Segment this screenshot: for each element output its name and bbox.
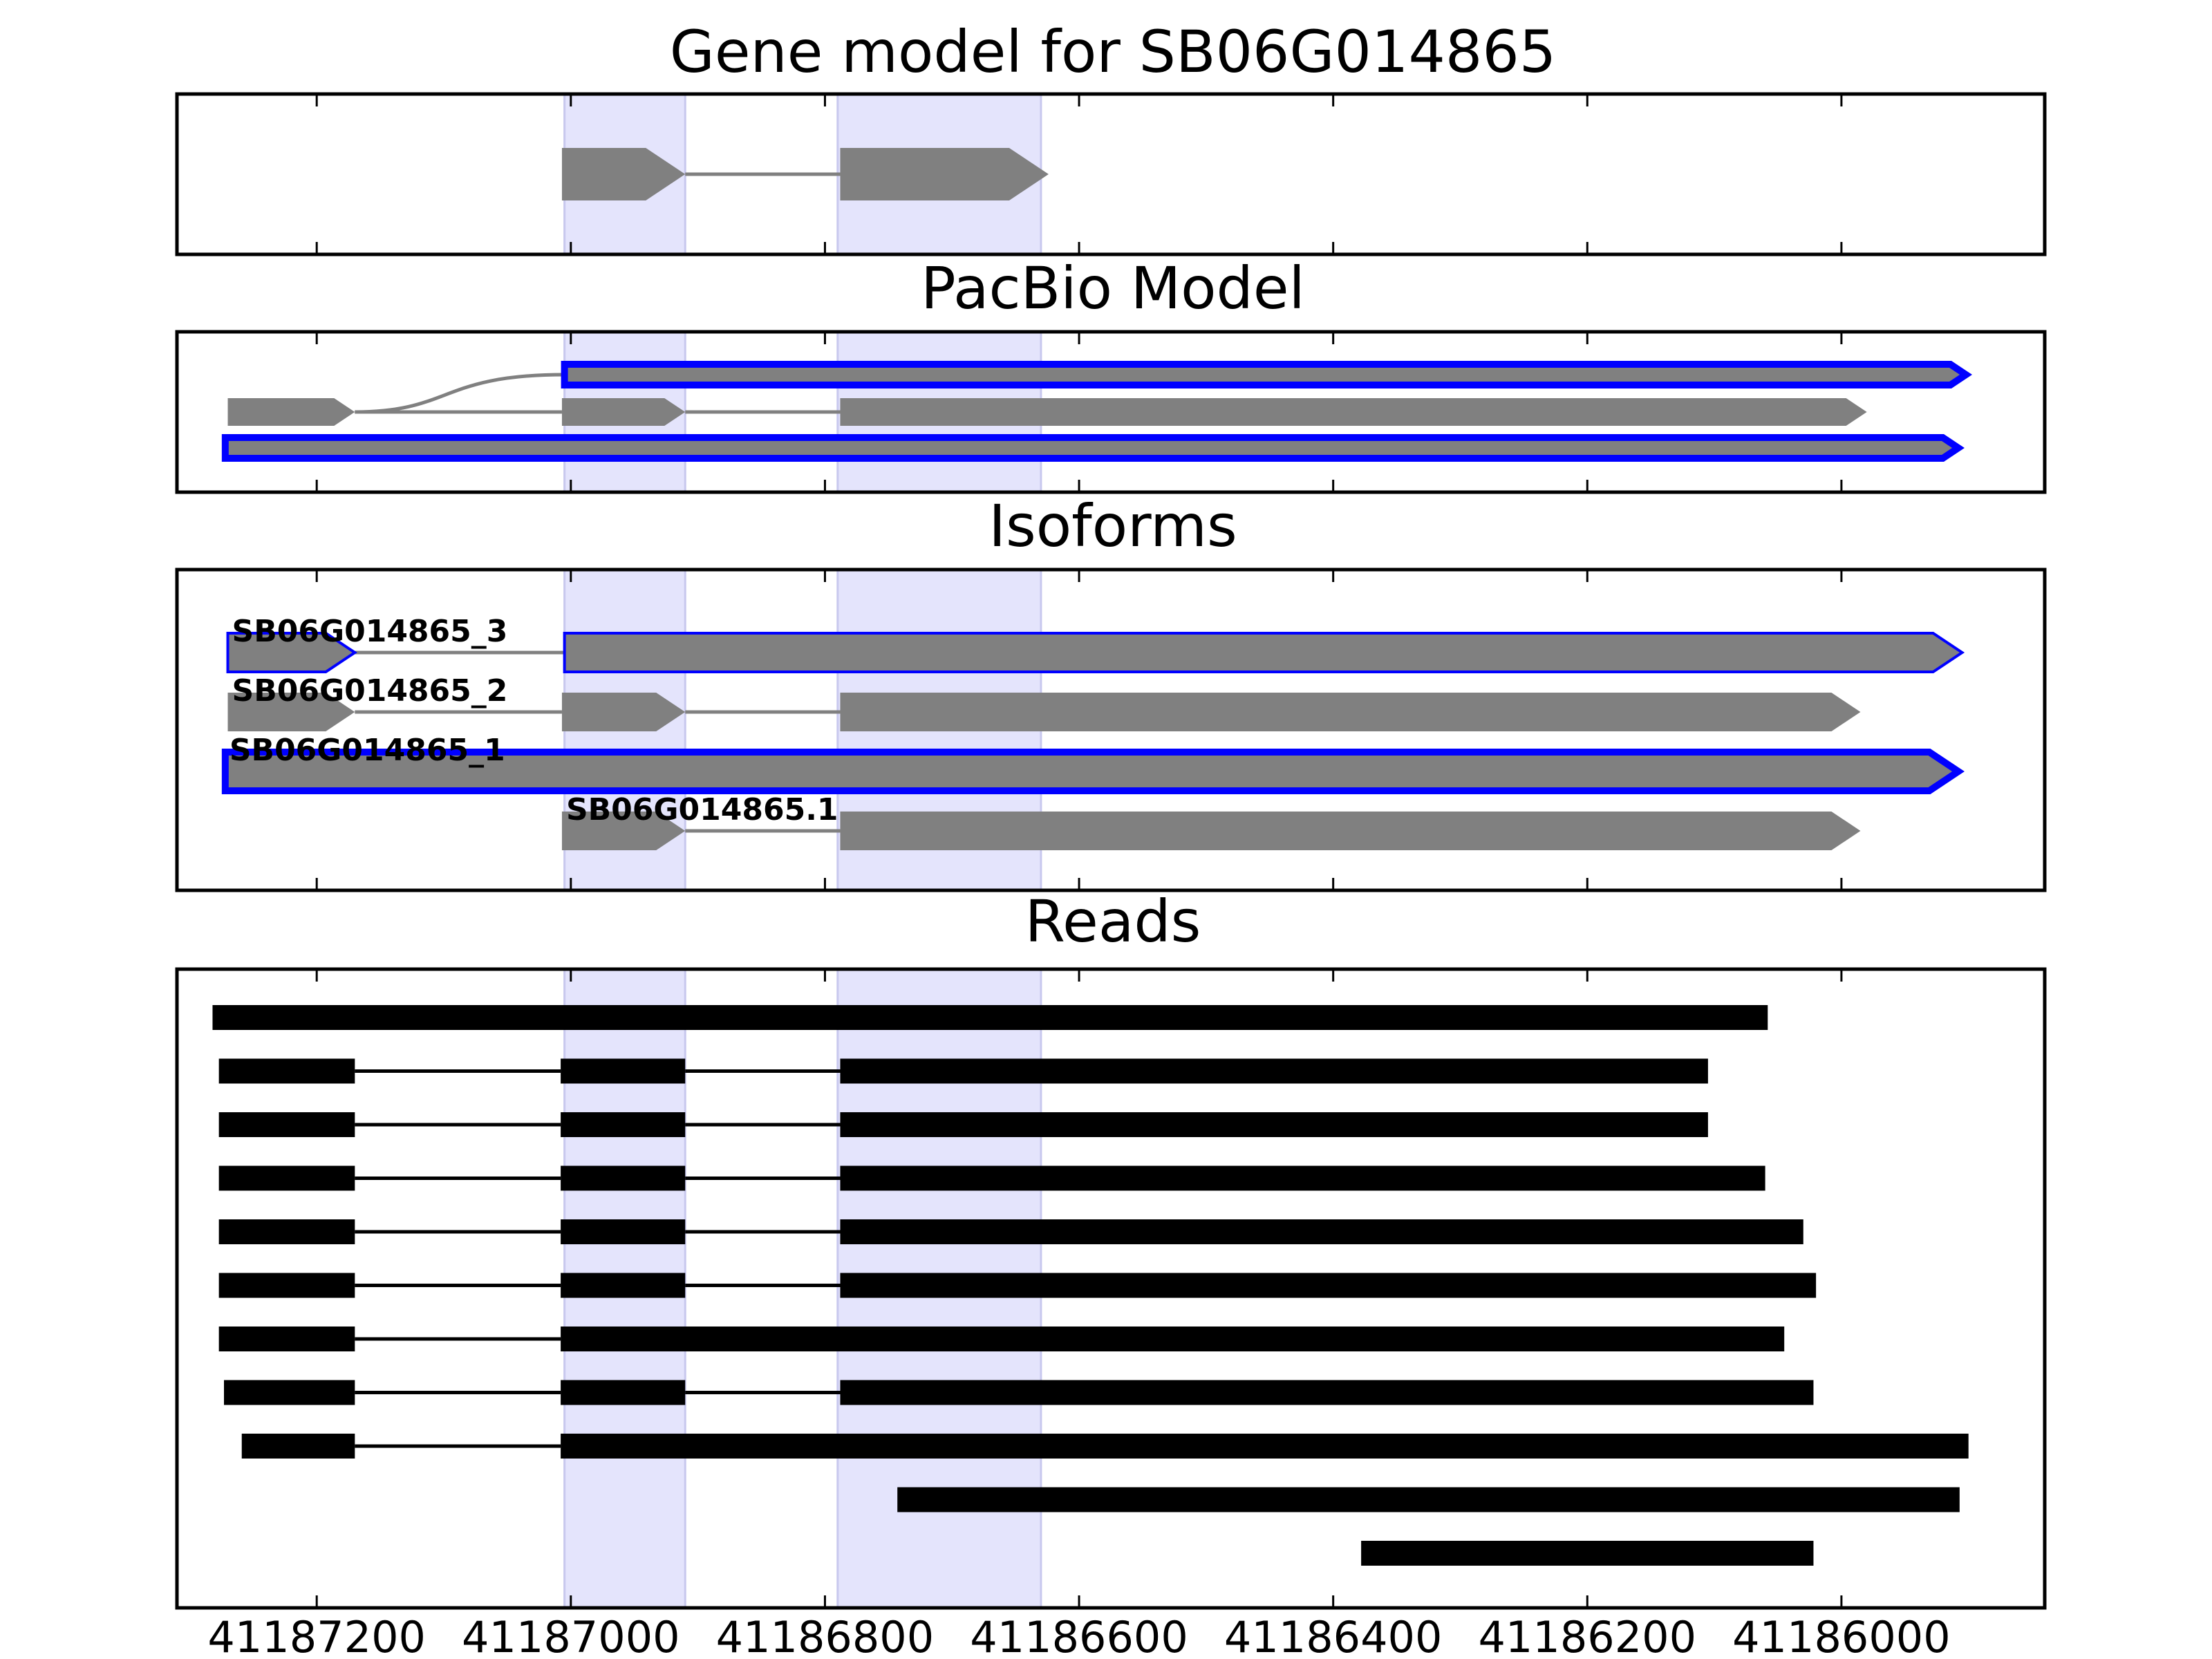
read-block: [218, 1165, 355, 1191]
panel-frame: [175, 92, 2047, 256]
isoform-label: SB06G014865_2: [232, 673, 508, 709]
exon-feature: [221, 749, 1965, 794]
read-block: [212, 1005, 1768, 1030]
isoform-label: SB06G014865.1: [566, 792, 838, 827]
exon-feature: [561, 361, 1973, 388]
read-block: [561, 1380, 686, 1405]
tick-label: 41186200: [1478, 1612, 1696, 1659]
gene-model-panel: [175, 92, 2047, 256]
isoforms-title: Isoforms: [988, 492, 1237, 560]
exon-feature: [227, 398, 355, 426]
read-block: [561, 1434, 1969, 1459]
isoform-label: SB06G014865_1: [229, 733, 505, 768]
read-block: [840, 1165, 1765, 1191]
pacbio-panel: [175, 330, 2047, 494]
read-block: [840, 1219, 1803, 1244]
read-block: [840, 1273, 1817, 1298]
exon-feature: [561, 398, 686, 426]
read-block: [241, 1434, 355, 1459]
splice-connector: [355, 373, 565, 414]
panel-frame: [175, 330, 2047, 494]
read-block: [561, 1058, 686, 1084]
read-block: [224, 1380, 355, 1405]
read-block: [840, 1380, 1814, 1405]
read-block: [218, 1219, 355, 1244]
read-block: [897, 1487, 1960, 1512]
tick-label: 41186800: [716, 1612, 935, 1659]
read-block: [561, 1219, 686, 1244]
x-axis-tick-labels: 41187200 41187000 41186800 41186600 41186400…: [207, 1612, 1950, 1659]
exon-feature: [226, 632, 357, 673]
tick-label: 41186400: [1224, 1612, 1443, 1659]
read-block: [561, 1273, 686, 1298]
panel-frame: [175, 967, 2047, 1610]
read-block: [1361, 1541, 1814, 1566]
read-block: [218, 1112, 355, 1137]
exon-feature: [563, 632, 1965, 673]
exon-feature: [221, 434, 1965, 462]
read-block: [561, 1327, 1785, 1351]
read-block: [561, 1112, 686, 1137]
exon-feature: [561, 693, 686, 731]
exon-feature: [840, 148, 1049, 200]
isoform-label: SB06G014865_3: [232, 614, 508, 649]
read-block: [218, 1327, 355, 1351]
tick-label: 41187200: [207, 1612, 426, 1659]
exon-feature: [840, 693, 1861, 731]
exon-feature: [561, 812, 686, 850]
read-block: [561, 1165, 686, 1191]
exon-feature: [840, 398, 1867, 426]
exon-feature: [840, 812, 1861, 850]
pacbio-title: PacBio Model: [921, 254, 1305, 322]
gene-model-title: Gene model for SB06G014865: [670, 18, 1556, 86]
read-block: [218, 1058, 355, 1084]
tick-label: 41186000: [1732, 1612, 1951, 1659]
tick-label: 41186600: [970, 1612, 1188, 1659]
isoforms-panel: SB06G014865_3 SB06G014865_2 SB06G014865_1 S…: [175, 568, 2047, 892]
read-block: [840, 1058, 1708, 1084]
exon-feature: [227, 693, 355, 731]
reads-title: Reads: [1025, 888, 1201, 955]
tick-label: 41187000: [462, 1612, 680, 1659]
panel-frame: [175, 568, 2047, 892]
exon-feature: [561, 148, 686, 200]
read-block: [840, 1112, 1708, 1137]
read-block: [218, 1273, 355, 1298]
reads-panel: [175, 967, 2047, 1610]
